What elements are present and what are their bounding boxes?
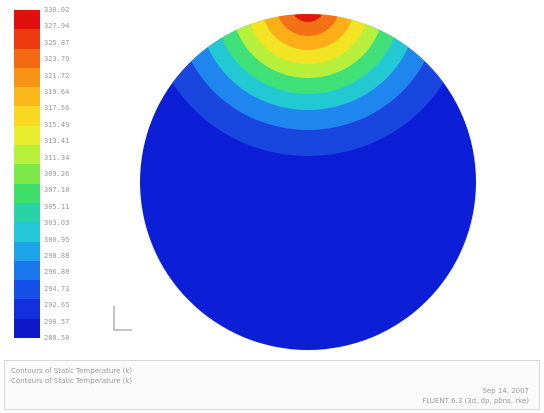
legend-swatch [14,145,40,165]
footer-subtitle: Contours of Static Temperature (k) [11,377,133,385]
legend-tick-label: 305.11 [44,202,70,211]
legend-tick-label: 319.64 [44,88,70,96]
legend-tick-label: 315.49 [44,120,70,129]
legend-swatch [14,10,40,30]
footer-solver: FLUENT 6.3 (3d, dp, pbns, rke) [422,397,529,405]
legend-swatch [14,106,40,127]
legend-tick-label: 330.02 [44,6,70,14]
legend-tick-label: 309.26 [44,170,70,178]
legend-swatch [14,164,40,185]
legend-tick-label: 296.80 [44,268,70,277]
legend-tick-label: 311.34 [44,153,70,162]
status-footer: Contours of Static Temperature (k) Conto… [4,360,540,410]
legend-swatch [14,29,40,50]
legend-tick-label: 294.73 [44,284,70,293]
legend-swatch [14,202,40,223]
legend-swatch [14,260,40,281]
legend-tick-label: 317.56 [44,104,70,113]
contour-band [276,14,340,36]
legend-tick-label: 307.18 [44,186,70,195]
legend-tick-label: 323.79 [44,55,70,64]
legend-tick-label: 327.94 [44,22,70,31]
legend-swatch [14,222,40,243]
legend-swatch [14,125,40,146]
legend-swatch [14,280,40,300]
legend-tick-label: 292.65 [44,301,70,310]
legend-tick-label: 290.57 [44,317,70,326]
legend-swatch [14,48,40,69]
legend-swatch [14,299,40,320]
legend-tick-label: 313.41 [44,137,70,146]
contour-band [261,14,355,50]
axis-triad [108,302,138,334]
legend-swatch [14,318,40,339]
legend-swatch [14,183,40,204]
legend-tick-label: 288.50 [44,334,70,342]
legend-tick-label: 325.87 [44,38,70,47]
legend-tick-label: 303.03 [44,219,70,228]
footer-date: Sep 14, 2007 [482,387,529,395]
legend-swatch [14,87,40,107]
temperature-contour-plot[interactable] [0,0,544,360]
color-legend: 330.02 327.94 325.87 323.79 321.72 319.64 317.… [14,6,80,345]
graphics-viewport[interactable]: 330.02 327.94 325.87 323.79 321.72 319.64 317.… [0,0,544,360]
legend-swatch [14,241,40,262]
legend-tick-label: 300.95 [44,235,70,244]
legend-tick-label: 321.72 [44,71,70,80]
legend-tick-label: 298.88 [44,252,70,260]
legend-swatch [14,67,40,88]
footer-title: Contours of Static Temperature (k) [11,367,133,375]
